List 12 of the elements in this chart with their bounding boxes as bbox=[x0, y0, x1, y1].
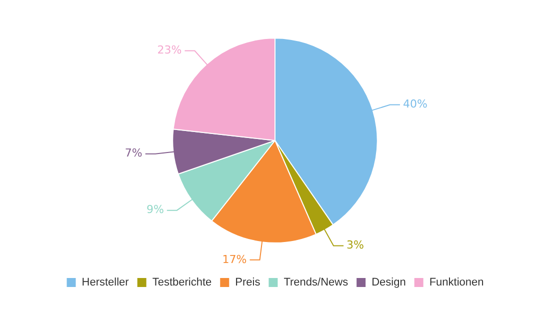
legend-label: Hersteller bbox=[82, 276, 130, 289]
legend-label: Funktionen bbox=[429, 276, 484, 289]
legend-label: Preis bbox=[235, 276, 261, 289]
data-label: 23% bbox=[157, 44, 182, 57]
data-label: 40% bbox=[402, 98, 428, 111]
data-label: 3% bbox=[346, 238, 364, 252]
data-label: 9% bbox=[146, 203, 164, 216]
legend-label: Testberichte bbox=[152, 276, 212, 289]
legend-label: Trends/News bbox=[284, 276, 349, 289]
data-label: 17% bbox=[222, 252, 247, 266]
data-label: 7% bbox=[124, 146, 142, 160]
legend-label: Design bbox=[372, 276, 406, 289]
